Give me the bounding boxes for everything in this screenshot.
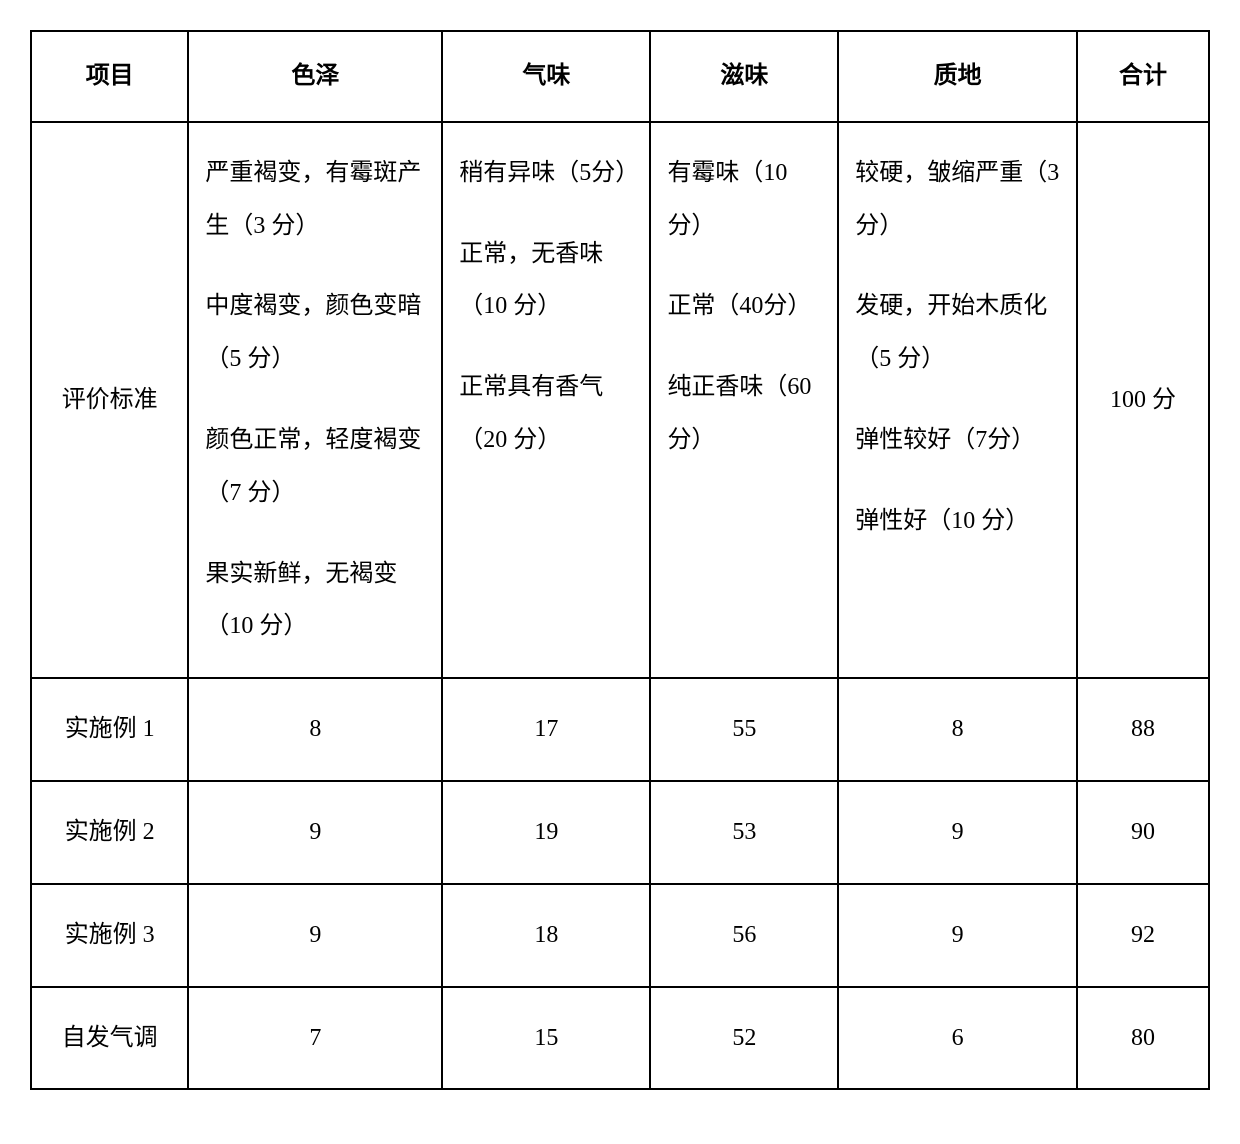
cell-value: 9 xyxy=(838,781,1077,884)
cell-value: 88 xyxy=(1077,678,1209,781)
criteria-item: 正常具有香气（20 分） xyxy=(459,361,633,467)
table-row: 实施例 2 9 19 53 9 90 xyxy=(31,781,1209,884)
criteria-item: 果实新鲜，无褐变（10 分） xyxy=(205,548,425,654)
cell-value: 15 xyxy=(442,987,650,1090)
cell-value: 18 xyxy=(442,884,650,987)
criteria-row: 评价标准 严重褐变，有霉斑产生（3 分） 中度褐变，颜色变暗（5 分） 颜色正常… xyxy=(31,122,1209,678)
col-header-total: 合计 xyxy=(1077,31,1209,122)
criteria-item: 正常（40分） xyxy=(667,280,821,333)
row-label: 实施例 3 xyxy=(31,884,188,987)
criteria-texture: 较硬，皱缩严重（3 分） 发硬，开始木质化（5 分） 弹性较好（7分） 弹性好（… xyxy=(838,122,1077,678)
criteria-item: 较硬，皱缩严重（3 分） xyxy=(855,147,1060,253)
cell-value: 8 xyxy=(838,678,1077,781)
evaluation-table: 项目 色泽 气味 滋味 质地 合计 评价标准 严重褐变，有霉斑产生（3 分） 中… xyxy=(30,30,1210,1090)
criteria-total: 100 分 xyxy=(1077,122,1209,678)
header-row: 项目 色泽 气味 滋味 质地 合计 xyxy=(31,31,1209,122)
criteria-item: 弹性较好（7分） xyxy=(855,414,1060,467)
col-header-texture: 质地 xyxy=(838,31,1077,122)
col-header-project: 项目 xyxy=(31,31,188,122)
criteria-item: 弹性好（10 分） xyxy=(855,495,1060,548)
row-label: 自发气调 xyxy=(31,987,188,1090)
col-header-taste: 滋味 xyxy=(650,31,838,122)
cell-value: 9 xyxy=(838,884,1077,987)
cell-value: 6 xyxy=(838,987,1077,1090)
criteria-item: 严重褐变，有霉斑产生（3 分） xyxy=(205,147,425,253)
cell-value: 53 xyxy=(650,781,838,884)
criteria-color: 严重褐变，有霉斑产生（3 分） 中度褐变，颜色变暗（5 分） 颜色正常，轻度褐变… xyxy=(188,122,442,678)
col-header-color: 色泽 xyxy=(188,31,442,122)
cell-value: 17 xyxy=(442,678,650,781)
row-label: 实施例 1 xyxy=(31,678,188,781)
cell-value: 92 xyxy=(1077,884,1209,987)
criteria-item: 发硬，开始木质化（5 分） xyxy=(855,280,1060,386)
cell-value: 9 xyxy=(188,781,442,884)
cell-value: 7 xyxy=(188,987,442,1090)
criteria-item: 中度褐变，颜色变暗（5 分） xyxy=(205,280,425,386)
criteria-item: 纯正香味（60 分） xyxy=(667,361,821,467)
cell-value: 90 xyxy=(1077,781,1209,884)
row-label: 实施例 2 xyxy=(31,781,188,884)
table-row: 实施例 1 8 17 55 8 88 xyxy=(31,678,1209,781)
cell-value: 8 xyxy=(188,678,442,781)
criteria-item: 颜色正常，轻度褐变（7 分） xyxy=(205,414,425,520)
criteria-item: 有霉味（10分） xyxy=(667,147,821,253)
cell-value: 56 xyxy=(650,884,838,987)
table-row: 实施例 3 9 18 56 9 92 xyxy=(31,884,1209,987)
cell-value: 19 xyxy=(442,781,650,884)
criteria-item: 稍有异味（5分） xyxy=(459,147,633,200)
criteria-smell: 稍有异味（5分） 正常，无香味（10 分） 正常具有香气（20 分） xyxy=(442,122,650,678)
criteria-item: 正常，无香味（10 分） xyxy=(459,228,633,334)
cell-value: 52 xyxy=(650,987,838,1090)
cell-value: 55 xyxy=(650,678,838,781)
table-row: 自发气调 7 15 52 6 80 xyxy=(31,987,1209,1090)
criteria-taste: 有霉味（10分） 正常（40分） 纯正香味（60 分） xyxy=(650,122,838,678)
cell-value: 9 xyxy=(188,884,442,987)
criteria-label: 评价标准 xyxy=(31,122,188,678)
cell-value: 80 xyxy=(1077,987,1209,1090)
col-header-smell: 气味 xyxy=(442,31,650,122)
